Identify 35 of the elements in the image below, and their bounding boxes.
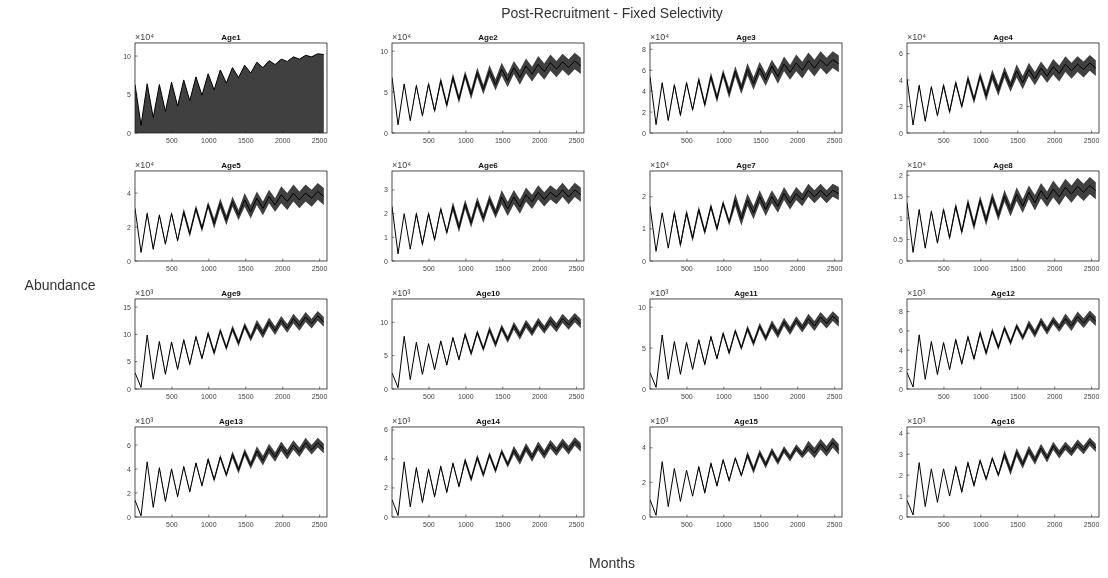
chart-title: Age10	[475, 289, 501, 298]
text: ×10⁴	[392, 32, 412, 42]
text: Abundance	[24, 277, 96, 293]
chart-title: Age8	[993, 161, 1014, 170]
chart-title: Age13	[218, 417, 244, 426]
chart-title: Age1	[221, 33, 242, 42]
chart-title: Age2	[478, 33, 499, 42]
chart-title: Age5	[221, 161, 242, 170]
chart-title: Age3	[736, 33, 757, 42]
chart-title: Age15	[733, 417, 759, 426]
chart-title: Age12	[990, 289, 1016, 298]
text: ×10³	[392, 288, 411, 298]
chart-title: Age16	[990, 417, 1016, 426]
text: ×10³	[907, 416, 926, 426]
text: ×10³	[650, 288, 669, 298]
text: ×10⁴	[650, 32, 670, 42]
text: ×10⁴	[135, 32, 155, 42]
text: ×10³	[650, 416, 669, 426]
text: ×10⁴	[650, 160, 670, 170]
chart-title: Age9	[221, 289, 242, 298]
text: Post-Recruitment - Fixed Selectivity	[501, 5, 723, 21]
text: ×10⁴	[907, 160, 927, 170]
text: ×10³	[907, 288, 926, 298]
text: ×10³	[392, 416, 411, 426]
text: ×10⁴	[392, 160, 412, 170]
chart-title: Age4	[993, 33, 1014, 42]
text: ×10⁴	[135, 160, 155, 170]
text: ×10³	[135, 416, 154, 426]
chart-title: Age7	[736, 161, 757, 170]
chart-title: Age14	[475, 417, 501, 426]
chart-title: Age6	[478, 161, 499, 170]
text: ×10³	[135, 288, 154, 298]
text: ×10⁴	[907, 32, 927, 42]
text: Months	[589, 555, 635, 571]
chart-title: Age11	[734, 289, 759, 298]
